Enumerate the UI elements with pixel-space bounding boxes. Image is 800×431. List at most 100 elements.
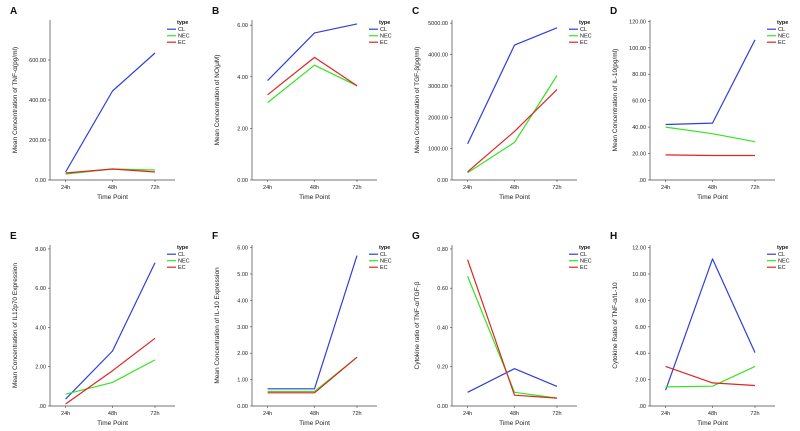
series-line-ec bbox=[65, 168, 156, 174]
panel-d-y-axis-label: Mean Concentration of IL-10(pg/ml) bbox=[612, 49, 619, 152]
series-line-ec bbox=[665, 365, 756, 387]
panel-g-letter: G bbox=[412, 231, 420, 242]
y-tick-label: 2.00 bbox=[237, 126, 248, 132]
panel-g-x-axis-label: Time Point bbox=[499, 420, 530, 427]
x-tick-label: 72h bbox=[352, 185, 361, 191]
series-line-nec bbox=[467, 75, 558, 174]
x-tick-label: 24h bbox=[661, 185, 670, 191]
y-tick-label: 4.00 bbox=[237, 298, 248, 304]
x-tick-label: 72h bbox=[150, 185, 159, 191]
y-tick-label: 120.00 bbox=[629, 19, 646, 25]
panel-d-letter: D bbox=[610, 6, 617, 17]
panel-h-y-axis-label: Cytokine Ratio of TNF-α/IL-10 bbox=[612, 282, 619, 369]
panel-a-letter: A bbox=[10, 6, 17, 17]
legend-label-cl: CL bbox=[380, 252, 387, 258]
x-tick-label: 48h bbox=[510, 185, 519, 191]
legend-label-nec: NEC bbox=[380, 259, 392, 265]
x-tick-label: 48h bbox=[708, 411, 717, 417]
panel-b-letter: B bbox=[212, 6, 219, 17]
x-tick-label: 72h bbox=[552, 185, 561, 191]
panel-a-y-axis-label: Mean Concentration of TNF-α(pg/ml) bbox=[12, 47, 19, 153]
legend-label-ec: EC bbox=[380, 40, 388, 46]
y-tick-label: 400.00 bbox=[29, 98, 46, 104]
panel-f-letter: F bbox=[212, 231, 218, 242]
series-line-cl bbox=[665, 39, 756, 126]
series-line-ec bbox=[65, 337, 156, 405]
y-tick-label: 2000.00 bbox=[428, 115, 448, 121]
legend-label-cl: CL bbox=[580, 252, 587, 258]
panel-g-y-axis-label: Cytokine ratio of TNF-α/TGF-β bbox=[414, 281, 421, 369]
panel-c-letter: C bbox=[412, 6, 419, 17]
y-tick-label: 0.00 bbox=[35, 178, 46, 184]
legend-label-ec: EC bbox=[178, 40, 186, 46]
legend-label-ec: EC bbox=[178, 265, 186, 271]
legend-label-nec: NEC bbox=[778, 34, 790, 40]
series-line-cl bbox=[467, 27, 558, 145]
y-tick-label: 3000.00 bbox=[428, 84, 448, 90]
panel-a-x-axis-label: Time Point bbox=[97, 194, 128, 201]
legend-title: type bbox=[177, 245, 188, 251]
panel-h-x-axis-label: Time Point bbox=[697, 420, 728, 427]
x-tick-label: 24h bbox=[61, 185, 70, 191]
panel-f-y-axis-label: Mean Concentration of IL-10 Expression bbox=[214, 267, 221, 384]
y-tick-label: 0.00 bbox=[437, 404, 448, 410]
x-tick-label: 24h bbox=[61, 411, 70, 417]
y-tick-label: 2.00 bbox=[35, 365, 46, 371]
panel-h-letter: H bbox=[610, 231, 617, 242]
legend-label-ec: EC bbox=[778, 40, 786, 46]
series-line-nec bbox=[665, 126, 756, 143]
x-tick-label: 72h bbox=[150, 411, 159, 417]
legend-title: type bbox=[579, 245, 590, 251]
legend-title: type bbox=[777, 20, 788, 26]
x-tick-label: 72h bbox=[750, 411, 759, 417]
x-tick-label: 48h bbox=[310, 411, 319, 417]
y-tick-label: 0.80 bbox=[437, 247, 448, 253]
y-tick-label: 40.00 bbox=[632, 125, 646, 131]
legend-label-nec: NEC bbox=[380, 34, 392, 40]
legend-title: type bbox=[579, 20, 590, 26]
panel-c: C 0.00 1000.00 2000.00 3000.00 4000.00 5000.00… bbox=[412, 6, 592, 201]
y-tick-label: 3.00 bbox=[237, 325, 248, 331]
series-line-ec bbox=[467, 259, 558, 399]
legend-label-ec: EC bbox=[778, 265, 786, 271]
y-tick-label: 6.00 bbox=[237, 246, 248, 252]
y-tick-label: 4.00 bbox=[635, 351, 646, 357]
panel-f-x-axis-label: Time Point bbox=[299, 420, 330, 427]
x-tick-label: 48h bbox=[310, 185, 319, 191]
legend-label-ec: EC bbox=[580, 265, 588, 271]
y-tick-label: 4.00 bbox=[35, 325, 46, 331]
legend-label-ec: EC bbox=[580, 40, 588, 46]
y-tick-label: 8.00 bbox=[635, 298, 646, 304]
x-tick-label: 48h bbox=[108, 185, 117, 191]
legend-label-cl: CL bbox=[778, 252, 785, 258]
y-tick-label: 6.00 bbox=[635, 325, 646, 331]
series-line-nec bbox=[267, 64, 358, 104]
series-line-cl bbox=[467, 368, 558, 393]
legend-label-nec: NEC bbox=[178, 34, 190, 40]
legend-label-nec: NEC bbox=[778, 259, 790, 265]
y-tick-label: 6.00 bbox=[237, 23, 248, 29]
y-tick-label: 100.00 bbox=[629, 46, 646, 52]
x-tick-label: 24h bbox=[263, 185, 272, 191]
x-tick-label: 72h bbox=[750, 185, 759, 191]
panel-b: B 0.00 2.00 4.00 6.00 24h 48h 72h Time Point Mean… bbox=[212, 6, 392, 201]
y-tick-label: 5000.00 bbox=[428, 21, 448, 27]
y-tick-label: 2.00 bbox=[237, 351, 248, 357]
y-tick-label: 1.00 bbox=[237, 378, 248, 384]
x-tick-label: 72h bbox=[352, 411, 361, 417]
series-line-nec bbox=[267, 356, 358, 393]
panel-e-letter: E bbox=[10, 231, 17, 242]
x-tick-label: 48h bbox=[708, 185, 717, 191]
y-tick-label: 0.00 bbox=[237, 404, 248, 410]
series-line-nec bbox=[665, 365, 756, 388]
series-line-cl bbox=[267, 255, 358, 390]
x-tick-label: 48h bbox=[108, 411, 117, 417]
y-tick-label: 4000.00 bbox=[428, 53, 448, 59]
series-line-ec bbox=[267, 356, 358, 394]
series-line-cl bbox=[65, 52, 156, 173]
panel-b-y-axis-label: Mean Concentration of NO(μM) bbox=[214, 55, 221, 146]
legend-label-cl: CL bbox=[178, 252, 185, 258]
y-tick-label: 200.00 bbox=[29, 138, 46, 144]
series-line-ec bbox=[665, 154, 755, 157]
